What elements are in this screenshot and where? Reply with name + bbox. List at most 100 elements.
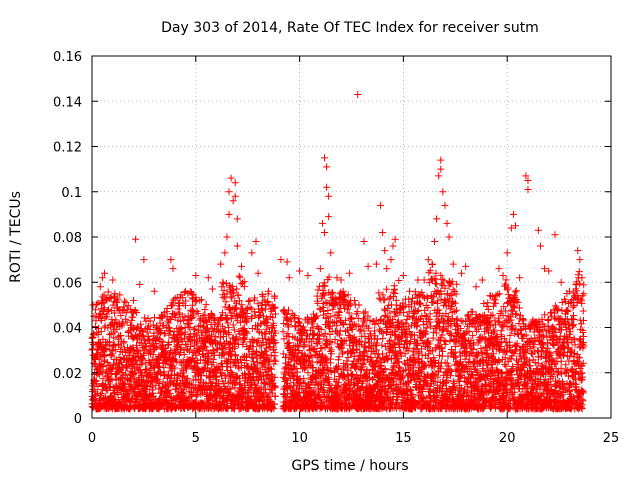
data-point xyxy=(197,356,205,364)
data-point xyxy=(102,381,110,389)
data-point xyxy=(221,249,229,257)
data-point xyxy=(254,269,262,277)
data-point xyxy=(169,301,177,309)
data-point xyxy=(121,386,129,394)
data-point xyxy=(310,330,318,338)
data-point xyxy=(449,378,457,386)
data-point xyxy=(507,224,515,232)
data-point xyxy=(222,345,230,353)
data-point xyxy=(219,278,227,286)
data-point xyxy=(120,338,128,346)
data-point xyxy=(123,318,131,326)
data-point xyxy=(161,329,169,337)
data-point xyxy=(138,355,146,363)
data-point xyxy=(383,265,391,273)
data-point xyxy=(429,347,437,355)
data-point xyxy=(140,350,148,358)
data-point xyxy=(137,325,145,333)
data-point xyxy=(191,298,199,306)
data-point xyxy=(191,325,199,333)
data-point xyxy=(337,276,345,284)
data-point xyxy=(108,376,116,384)
data-point xyxy=(93,301,101,309)
data-point xyxy=(458,269,466,277)
data-point xyxy=(176,317,184,325)
data-point xyxy=(225,188,233,196)
data-point xyxy=(104,288,112,296)
data-point xyxy=(213,345,221,353)
data-point xyxy=(237,262,245,270)
data-point xyxy=(456,378,464,386)
data-point xyxy=(176,325,184,333)
data-point xyxy=(134,335,142,343)
data-point xyxy=(217,260,225,268)
data-point xyxy=(227,174,235,182)
data-point xyxy=(541,265,549,273)
data-point xyxy=(321,228,329,236)
data-point xyxy=(178,329,186,337)
data-point xyxy=(96,283,104,291)
data-point xyxy=(333,274,341,282)
data-point xyxy=(424,256,432,264)
data-point xyxy=(379,334,387,342)
data-point xyxy=(496,290,504,298)
data-point xyxy=(128,321,136,329)
data-point xyxy=(169,296,177,304)
data-point xyxy=(114,391,122,399)
data-point xyxy=(364,262,372,270)
data-point xyxy=(145,322,153,330)
data-point xyxy=(109,301,117,309)
data-point xyxy=(163,304,171,312)
data-point xyxy=(112,316,120,324)
data-point xyxy=(133,308,141,316)
data-point xyxy=(441,201,449,209)
data-point xyxy=(190,311,198,319)
data-point xyxy=(201,328,209,336)
data-point xyxy=(156,395,164,403)
data-point xyxy=(112,346,120,354)
data-point xyxy=(428,260,436,268)
data-point xyxy=(574,247,582,255)
data-point xyxy=(229,197,237,205)
data-point xyxy=(495,265,503,273)
data-point xyxy=(177,291,185,299)
data-point xyxy=(117,312,125,320)
data-point xyxy=(457,317,465,325)
data-point xyxy=(197,390,205,398)
data-point xyxy=(166,389,174,397)
data-point xyxy=(435,172,443,180)
data-point xyxy=(503,249,511,257)
data-point xyxy=(146,325,154,333)
data-point xyxy=(120,380,128,388)
data-point xyxy=(164,319,172,327)
data-point xyxy=(414,276,422,284)
data-point xyxy=(166,324,174,332)
data-point xyxy=(165,338,173,346)
grid-lines xyxy=(92,56,611,418)
data-point xyxy=(131,307,139,315)
data-point xyxy=(100,291,108,299)
data-point xyxy=(433,215,441,223)
data-point xyxy=(140,256,148,264)
data-point xyxy=(159,312,167,320)
data-point xyxy=(524,185,532,193)
data-point xyxy=(285,274,293,282)
data-point xyxy=(360,238,368,246)
data-point xyxy=(169,310,177,318)
data-point xyxy=(208,378,216,386)
data-point xyxy=(105,377,113,385)
data-point xyxy=(220,350,228,358)
data-point xyxy=(390,285,398,293)
data-point xyxy=(222,298,230,306)
data-point xyxy=(98,293,106,301)
data-point xyxy=(150,287,158,295)
data-point xyxy=(335,308,343,316)
data-point xyxy=(116,291,124,299)
data-point xyxy=(383,285,391,293)
data-point xyxy=(135,366,143,374)
data-point xyxy=(328,288,336,296)
data-point xyxy=(98,274,106,282)
data-point xyxy=(245,297,253,305)
data-point xyxy=(180,351,188,359)
data-point xyxy=(156,363,164,371)
